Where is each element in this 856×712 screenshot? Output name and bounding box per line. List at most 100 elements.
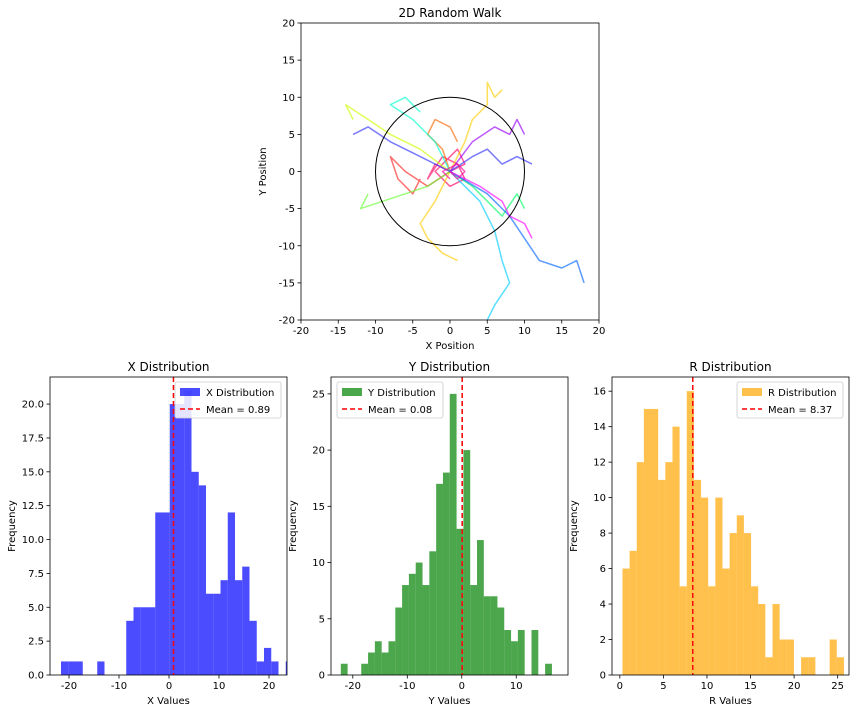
chart-title: R Distribution: [689, 360, 771, 374]
histogram-bar: [235, 580, 243, 675]
walk-line: [419, 171, 458, 262]
y-tick-label: 10: [593, 493, 606, 504]
histogram-bar: [772, 604, 780, 675]
histogram-bar: [483, 596, 491, 675]
histogram-bar: [148, 607, 156, 675]
histogram-bar: [679, 586, 687, 675]
histogram-bar: [206, 593, 214, 675]
x-tick-label: -20: [345, 681, 361, 692]
x-tick-label: 10: [213, 681, 226, 692]
histogram-bar: [722, 568, 730, 675]
histogram-bar: [381, 652, 389, 675]
x-tick-label: 15: [555, 326, 568, 337]
y-tick-label: 12: [593, 458, 606, 469]
histogram-bar: [665, 462, 673, 675]
walk-line: [441, 163, 466, 180]
axes-frame: [330, 376, 569, 676]
chart-title: X Distribution: [127, 360, 209, 374]
x-tick-label: 10: [518, 326, 531, 337]
x-tick-label: 15: [744, 681, 757, 692]
y-tick-label: 20: [312, 446, 325, 457]
y-tick-label: 6: [600, 564, 606, 575]
y-tick-label: 5: [289, 130, 295, 141]
histogram-bar: [361, 663, 369, 675]
histogram-bar: [249, 620, 257, 675]
histogram-bar: [271, 661, 279, 675]
y-tick-label: 8: [600, 529, 606, 540]
histogram-bar: [708, 586, 716, 675]
walk-line: [352, 126, 451, 173]
y-tick-label: 0: [319, 671, 325, 682]
chart-title: 2D Random Walk: [399, 6, 502, 20]
x-tick-label: -15: [330, 326, 346, 337]
walk-line: [449, 118, 526, 172]
legend-swatch: [742, 388, 762, 396]
histogram-bar: [622, 568, 630, 675]
y-tick-label: 10: [282, 93, 295, 104]
walk-line: [449, 148, 533, 173]
histogram-bar: [340, 663, 348, 675]
y-tick-label: 2.5: [28, 637, 44, 648]
histogram-bar: [368, 652, 375, 675]
y-tick-label: -20: [279, 316, 295, 327]
y-axis-label: Frequency: [7, 500, 18, 552]
histogram-bar: [442, 472, 450, 675]
y-tick-label: 25: [312, 389, 325, 400]
histogram-bar: [490, 596, 498, 675]
histogram-bar: [162, 512, 170, 675]
walk-line: [389, 96, 451, 172]
histogram-bar: [629, 550, 637, 675]
y-tick-label: 5.0: [28, 603, 44, 614]
histogram-bar: [133, 607, 141, 675]
walk-line: [449, 170, 533, 239]
histogram-bar: [463, 450, 471, 675]
histogram-bar: [651, 408, 659, 675]
x-tick-label: -10: [399, 681, 415, 692]
histogram-bar: [75, 661, 83, 675]
x-axis-label: X Position: [426, 341, 475, 352]
histogram-bar: [395, 607, 403, 675]
walk-line: [426, 118, 459, 172]
histogram-bar: [184, 390, 192, 675]
y-tick-label: 17.5: [22, 433, 44, 444]
y-tick-label: -5: [285, 204, 295, 215]
legend-label: Mean = 0.89: [206, 405, 270, 416]
plot-area: [61, 377, 287, 675]
x-axis-label: X Values: [147, 696, 190, 707]
plot-area: [340, 377, 552, 675]
y-tick-label: 7.5: [28, 569, 44, 580]
histogram-bar: [61, 661, 69, 675]
histogram-bar: [686, 391, 694, 675]
histogram-bar: [801, 657, 809, 675]
histogram-bar: [68, 661, 76, 675]
legend: X Distribution Mean = 0.89: [174, 381, 282, 419]
histogram-bar: [436, 483, 443, 675]
y-tick-label: 15.0: [22, 467, 44, 478]
histogram-bar: [220, 580, 228, 675]
radius-circle: [375, 96, 525, 247]
histogram-bar: [213, 593, 221, 675]
histogram-bar: [672, 426, 680, 675]
histogram-bar: [155, 512, 163, 675]
axes-frame: [611, 376, 850, 676]
y-tick-label: 14: [593, 422, 606, 433]
walk-line: [359, 170, 451, 210]
y-tick-label: 16: [593, 387, 606, 398]
walk-line: [449, 170, 585, 284]
y-tick-label: 5: [319, 614, 325, 625]
histogram-bar: [177, 404, 185, 675]
histogram-bar: [97, 661, 105, 675]
histogram-bar: [449, 393, 457, 675]
x-tick-label: 10: [510, 681, 523, 692]
y-tick-label: 15: [312, 502, 325, 513]
walk-line: [344, 103, 451, 173]
histogram-bar: [701, 497, 709, 675]
legend: Y Distribution Mean = 0.08: [336, 381, 444, 419]
walk-line: [449, 170, 511, 320]
x-tick-label: 0: [459, 681, 465, 692]
legend-box: [336, 381, 444, 419]
histogram-bar: [242, 566, 250, 675]
y-tick-label: -15: [279, 278, 295, 289]
histogram-bar: [415, 562, 423, 675]
